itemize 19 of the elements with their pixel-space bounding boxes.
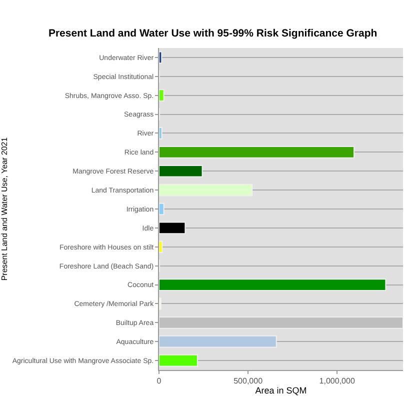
bar [159, 89, 164, 102]
bar [159, 146, 355, 158]
bar [159, 278, 386, 291]
bar [159, 316, 403, 329]
bar [159, 184, 253, 196]
bar [159, 335, 277, 348]
bar [159, 51, 162, 64]
x-tick-label: 1,000,000 [319, 376, 356, 386]
x-tick-label: 500,000 [234, 376, 264, 386]
x-tick-label: 0 [156, 376, 162, 386]
bar [159, 222, 186, 234]
x-axis-title: Area in SQM [255, 386, 307, 396]
bar [159, 127, 162, 140]
chart-title: Present Land and Water Use with 95-99% Risk Significance Graph [48, 27, 378, 40]
bar [159, 164, 203, 178]
bar [159, 354, 198, 367]
bar [159, 240, 163, 254]
y-axis-title: Present Land and Water Use, Year 2021 [0, 136, 9, 281]
bar [159, 202, 164, 216]
